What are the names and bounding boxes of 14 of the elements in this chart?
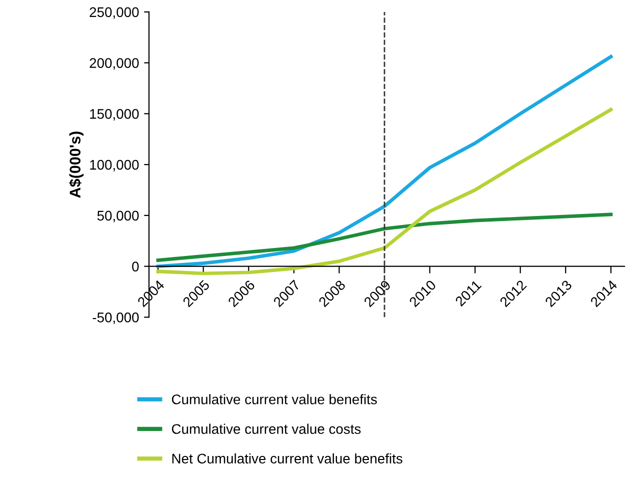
y-tick-label: 0 — [132, 262, 139, 272]
y-tick-label: 50,000 — [97, 210, 139, 222]
legend-label: Cumulative current value benefits — [172, 394, 377, 404]
legend-label: Cumulative current value costs — [172, 424, 361, 434]
y-tick-label: 200,000 — [90, 58, 139, 70]
y-tick-label: -50,000 — [92, 312, 139, 324]
y-axis-title: A$(000's) — [69, 132, 84, 198]
y-tick-label: 250,000 — [90, 7, 139, 19]
line-series — [156, 54, 613, 268]
legend-label: Net Cumulative current value benefits — [172, 453, 402, 464]
line-series — [156, 212, 613, 262]
line-series — [156, 108, 613, 276]
y-tick-label: 150,000 — [90, 109, 139, 120]
y-tick-label: 100,000 — [90, 160, 139, 172]
